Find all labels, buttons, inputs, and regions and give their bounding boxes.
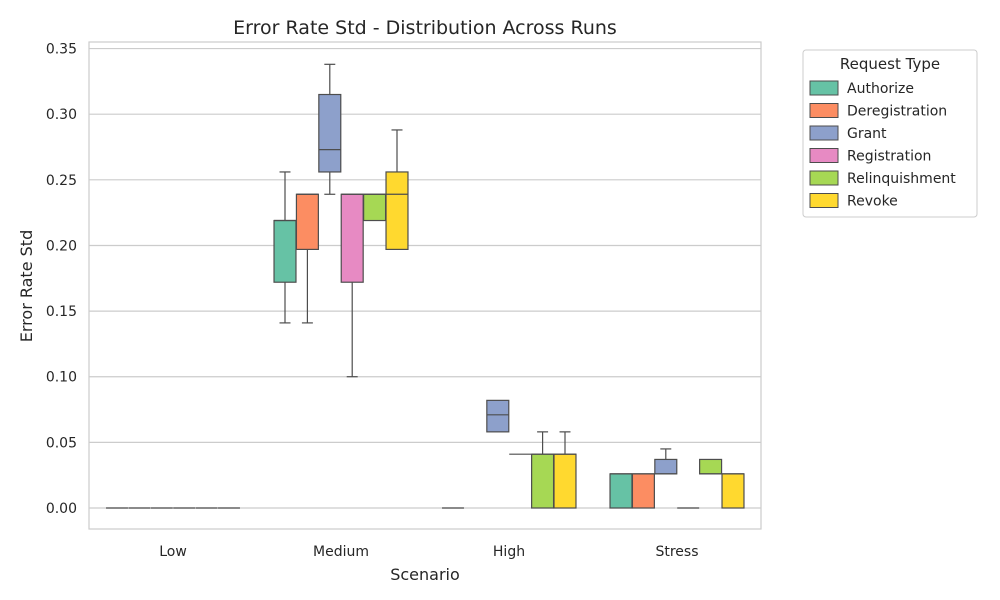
- box-body: [273, 219, 297, 283]
- box-body: [486, 399, 510, 433]
- legend-swatch-relinquishment: [809, 170, 839, 186]
- legend-swatch-registration: [809, 148, 839, 163]
- x-axis-label: Scenario: [390, 565, 460, 584]
- box-authorize-medium: [273, 171, 297, 324]
- box-body: [531, 453, 555, 509]
- y-tick-label: 0.35: [46, 42, 77, 58]
- legend-swatch-revoke: [809, 193, 839, 208]
- legend-label-authorize: Authorize: [847, 81, 914, 97]
- box-body: [699, 458, 723, 475]
- legend-swatch-deregistration: [809, 103, 839, 118]
- box-deregistration-stress: [631, 473, 655, 509]
- y-tick-label: 0.30: [46, 107, 77, 123]
- legend-label-relinquishment: Relinquishment: [847, 171, 956, 187]
- box-body: [385, 171, 409, 251]
- y-tick-label: 0.05: [46, 435, 77, 451]
- x-tick-label: Medium: [313, 544, 369, 560]
- box-body: [318, 93, 342, 173]
- x-tick-label: High: [493, 544, 525, 560]
- box-grant-medium: [318, 63, 342, 195]
- legend-items: Authorize Deregistration Grant Registration…: [809, 80, 956, 210]
- box-relinquishment-stress: [699, 458, 723, 475]
- box-registration-medium: [340, 193, 364, 378]
- box-grant-high: [486, 399, 510, 433]
- box-deregistration-medium: [295, 193, 319, 324]
- box-body: [721, 473, 745, 509]
- legend-label-registration: Registration: [847, 149, 931, 165]
- x-tick-label: Low: [159, 544, 187, 560]
- box-body: [340, 193, 364, 283]
- box-revoke-medium: [385, 129, 409, 251]
- legend-label-deregistration: Deregistration: [847, 104, 947, 120]
- x-tick-label: Stress: [655, 544, 698, 560]
- box-body: [654, 458, 678, 475]
- y-tick-label: 0.20: [46, 238, 77, 254]
- y-axis-label: Error Rate Std: [17, 230, 36, 342]
- chart-title: Error Rate Std - Distribution Across Run…: [233, 17, 617, 39]
- box-body: [553, 453, 577, 509]
- legend-label-revoke: Revoke: [847, 194, 898, 210]
- legend-swatch-authorize: [809, 80, 839, 96]
- box-revoke-stress: [721, 473, 745, 509]
- legend: Request Type Authorize Deregistration Gran…: [802, 49, 978, 218]
- box-grant-stress: [654, 448, 678, 475]
- box-body: [609, 473, 633, 509]
- legend-title: Request Type: [840, 55, 940, 73]
- box-relinquishment-medium: [363, 193, 387, 222]
- plot-frame: [88, 41, 762, 530]
- y-tick-label: 0.15: [46, 304, 77, 320]
- y-tick-label: 0.25: [46, 173, 77, 189]
- box-authorize-stress: [609, 473, 633, 509]
- box-plots: [106, 63, 745, 509]
- y-tick-label: 0.10: [46, 370, 77, 386]
- box-body: [631, 473, 655, 509]
- box-body: [295, 193, 319, 251]
- x-axis-ticks: Low Medium High Stress: [159, 544, 698, 560]
- legend-swatch-grant: [809, 125, 839, 141]
- legend-label-grant: Grant: [847, 126, 887, 142]
- y-axis-ticks: 0.00 0.05 0.10 0.15 0.20 0.25 0.30 0.35: [46, 42, 77, 517]
- y-tick-label: 0.00: [46, 501, 77, 517]
- box-revoke-high: [553, 431, 577, 509]
- legend-frame: [802, 49, 978, 218]
- box-body: [363, 193, 387, 222]
